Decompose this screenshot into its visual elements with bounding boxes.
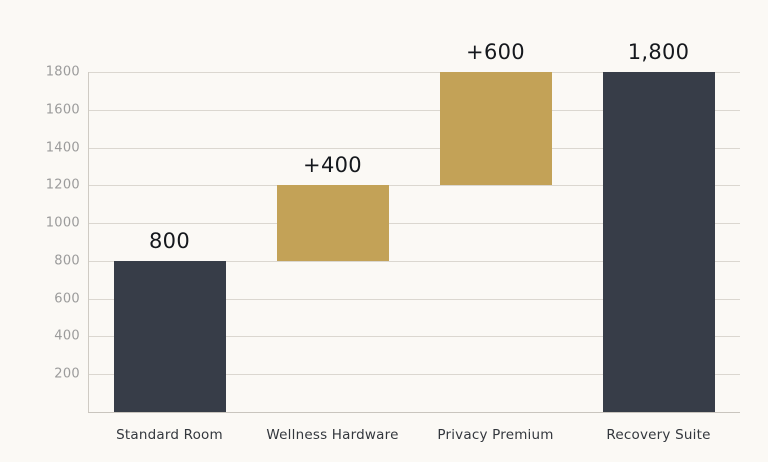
y-tick-label: 1000 <box>45 215 80 231</box>
y-tick-label: 1200 <box>45 177 80 193</box>
waterfall-bar-wellness-hardware <box>276 185 389 261</box>
waterfall-bar-standard-room <box>113 260 226 412</box>
gridline-600 <box>88 298 740 300</box>
gridline-400 <box>88 336 740 338</box>
gridline-1400 <box>88 147 740 149</box>
y-tick-label: 800 <box>54 253 80 269</box>
y-tick-label: 1600 <box>45 102 80 118</box>
waterfall-bar-recovery-suite <box>602 72 715 412</box>
gridline-1600 <box>88 109 740 111</box>
gridline-1000 <box>88 223 740 225</box>
y-tick-label: 1400 <box>45 140 80 156</box>
gridline-1800 <box>88 72 740 73</box>
gridline-1200 <box>88 185 740 187</box>
y-tick-label: 200 <box>54 366 80 382</box>
x-category-label: Recovery Suite <box>606 427 711 443</box>
bar-value-label: 800 <box>149 228 190 253</box>
gridline-200 <box>88 374 740 376</box>
x-category-label: Wellness Hardware <box>266 427 399 443</box>
waterfall-bar-privacy-premium <box>439 72 552 186</box>
x-category-label: Standard Room <box>116 427 223 443</box>
bar-value-label: +400 <box>303 153 362 178</box>
y-tick-label: 600 <box>54 291 80 307</box>
y-axis-line <box>88 72 89 412</box>
x-axis-line <box>88 412 740 413</box>
y-tick-label: 400 <box>54 328 80 344</box>
gridline-800 <box>88 260 740 262</box>
bar-value-label: +600 <box>466 40 525 64</box>
y-tick-label: 1800 <box>45 64 80 80</box>
x-category-label: Privacy Premium <box>437 427 554 443</box>
bar-value-label: 1,800 <box>627 40 690 64</box>
